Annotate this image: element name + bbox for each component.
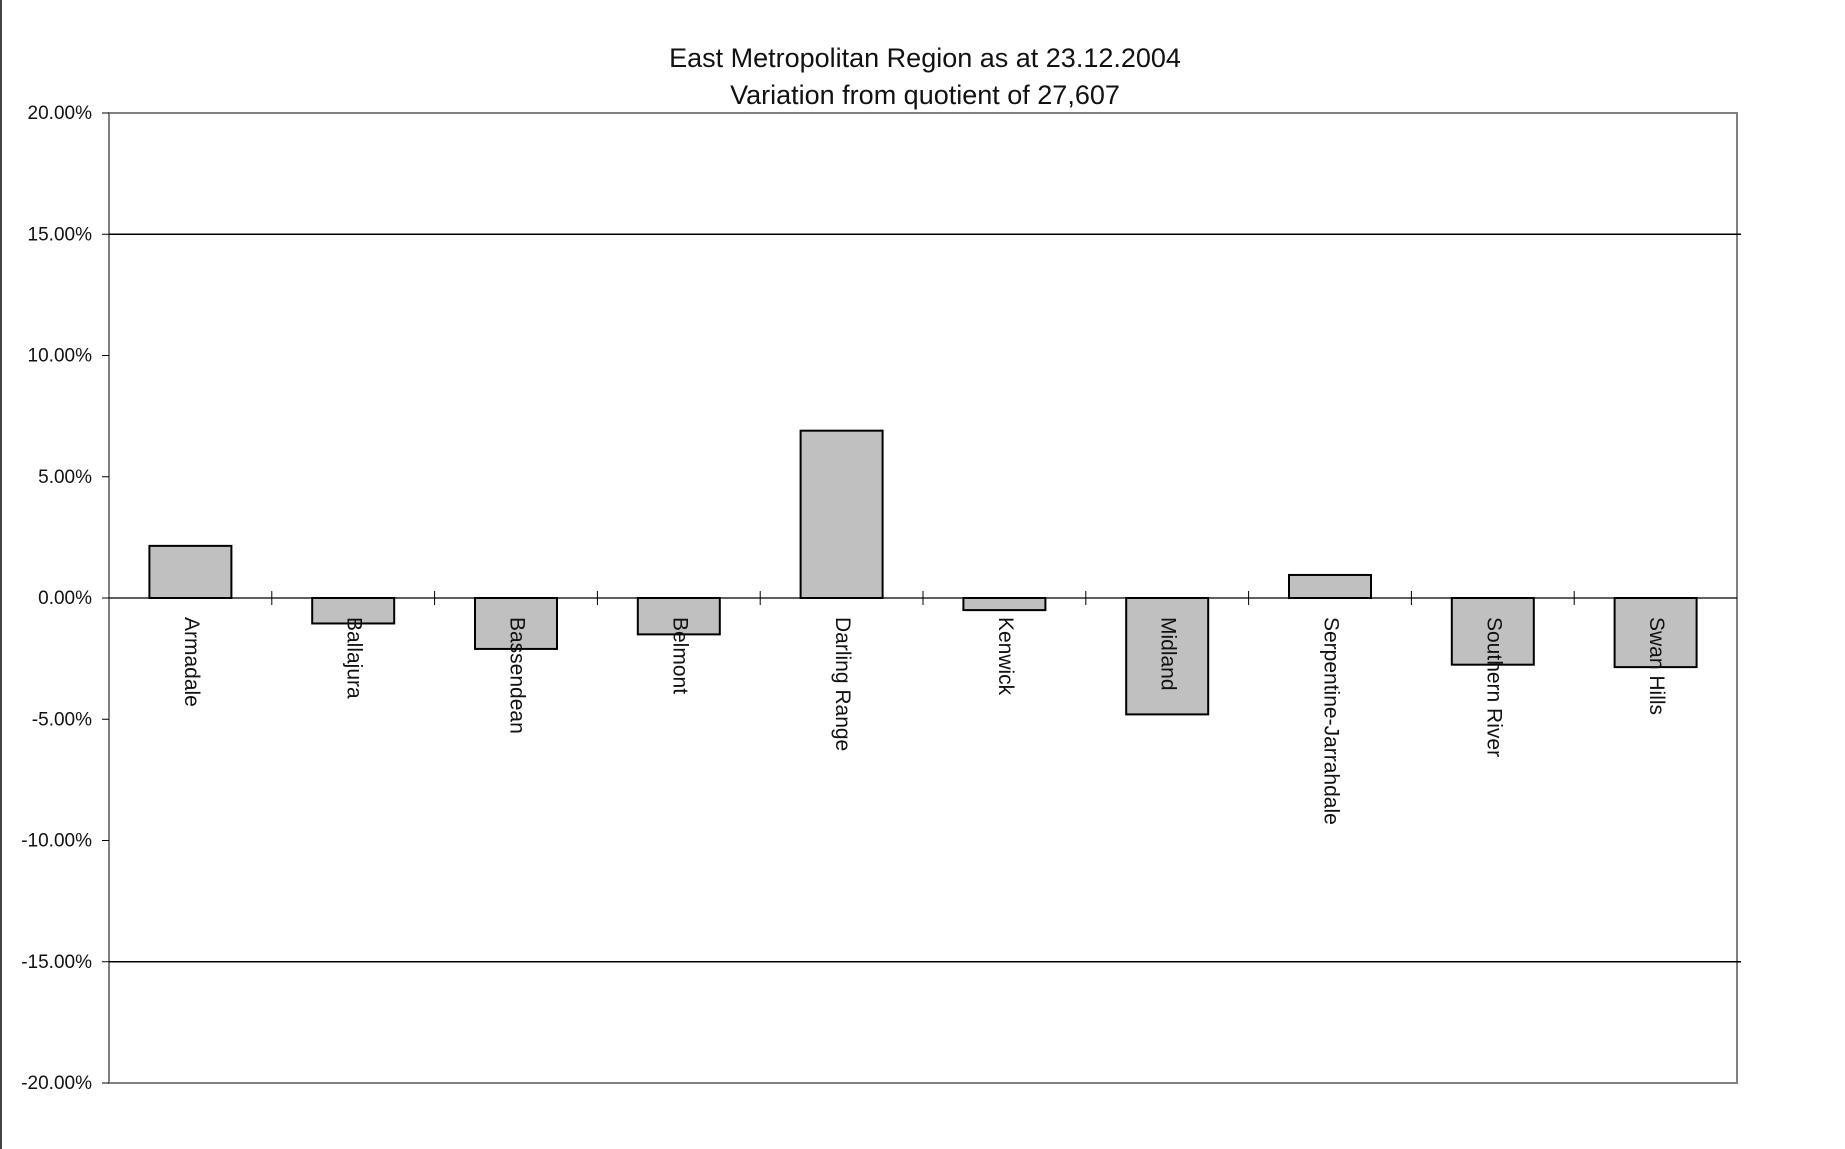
bar-swan-hills (1613, 597, 1698, 669)
chart-title-group: East Metropolitan Region as at 23.12.200… (669, 43, 1181, 110)
bars (148, 429, 1698, 716)
x-tick-label: Southern River (1482, 617, 1505, 757)
y-tick-label: 10.00% (28, 346, 93, 367)
chart-subtitle: Variation from quotient of 27,607 (730, 80, 1120, 110)
x-tick-label: Midland (1157, 617, 1180, 691)
bar-armadale (148, 544, 233, 599)
x-axis-labels: Armadale Ballajura Bassendean Belmont Darlin… (180, 617, 1668, 825)
x-tick-label: Bassendean (505, 617, 528, 734)
x-tick-label: Serpentine-Jarrahdale (1319, 617, 1342, 825)
bar-darling-range (799, 429, 884, 599)
y-tick-label: -10.00% (21, 831, 92, 852)
bar-midland (1125, 597, 1210, 716)
y-tick-label: 15.00% (28, 224, 93, 245)
x-tick-label: Swan Hills (1645, 617, 1668, 715)
bar-bassendean (474, 597, 558, 650)
y-tick-label: -5.00% (32, 709, 92, 730)
reference-lines (109, 233, 1741, 963)
bar-kenwick (962, 597, 1047, 612)
bar-ballajura (311, 597, 396, 625)
x-tick-label: Kenwick (994, 617, 1017, 696)
bar-serpentine-jarrahdale (1288, 573, 1372, 600)
x-axis (109, 591, 1737, 605)
x-tick-label: Darling Range (831, 617, 854, 751)
page-left-border (0, 0, 2, 1149)
x-tick-label: Ballajura (343, 617, 366, 699)
y-tick-label: -15.00% (21, 952, 92, 973)
y-tick-label: 5.00% (38, 467, 92, 488)
y-tick-label: 0.00% (38, 588, 92, 609)
y-tick-label: 20.00% (28, 103, 93, 124)
x-tick-label: Belmont (668, 617, 691, 694)
bar-belmont (636, 597, 721, 636)
y-axis: 20.00% 15.00% 10.00% 5.00% 0.00% -5.00% -10.00… (21, 103, 109, 1094)
chart-title: East Metropolitan Region as at 23.12.200… (669, 43, 1181, 73)
x-tick-label: Armadale (180, 617, 203, 707)
y-tick-label: -20.00% (21, 1073, 92, 1094)
